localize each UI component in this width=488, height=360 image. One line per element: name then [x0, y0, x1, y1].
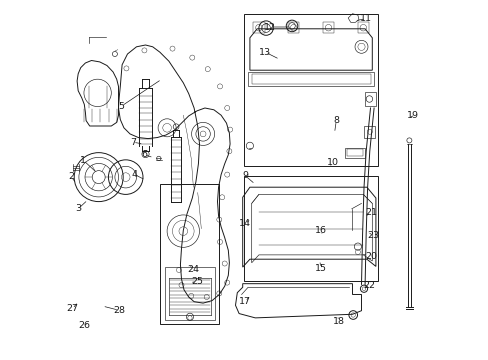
Text: 15: 15 — [314, 264, 326, 273]
Text: 4: 4 — [131, 170, 138, 179]
Text: 17: 17 — [239, 297, 251, 306]
Text: 8: 8 — [333, 116, 339, 125]
Bar — [253, 22, 264, 33]
Text: 22: 22 — [363, 281, 375, 289]
Text: 20: 20 — [365, 252, 376, 261]
Text: 6: 6 — [141, 150, 147, 159]
Text: 27: 27 — [66, 304, 78, 313]
Text: 28: 28 — [113, 306, 125, 315]
Text: 21: 21 — [365, 208, 376, 217]
Text: 13: 13 — [259, 48, 271, 57]
Bar — [165, 267, 214, 320]
Bar — [346, 149, 363, 156]
Bar — [247, 72, 373, 86]
Text: 5: 5 — [118, 102, 124, 111]
Text: 16: 16 — [314, 226, 326, 235]
Bar — [244, 14, 377, 166]
Text: 12: 12 — [264, 22, 276, 31]
Bar — [244, 176, 377, 281]
Bar — [287, 22, 299, 33]
Text: 14: 14 — [239, 219, 251, 228]
Text: 9: 9 — [242, 171, 248, 180]
Text: 25: 25 — [191, 277, 203, 286]
Text: 26: 26 — [78, 321, 90, 330]
Bar — [160, 184, 219, 324]
Text: 23: 23 — [366, 231, 379, 240]
Bar — [357, 22, 368, 33]
Text: 19: 19 — [406, 112, 418, 120]
Bar — [345, 148, 365, 158]
Text: 10: 10 — [326, 158, 338, 167]
Text: 11: 11 — [360, 14, 371, 23]
Text: 7: 7 — [130, 138, 136, 147]
Text: 18: 18 — [332, 317, 344, 325]
Text: 3: 3 — [75, 204, 81, 213]
Bar — [251, 74, 370, 84]
Text: 24: 24 — [187, 265, 199, 274]
Bar — [322, 22, 334, 33]
Text: 1: 1 — [80, 156, 86, 165]
Text: 2: 2 — [68, 172, 74, 181]
